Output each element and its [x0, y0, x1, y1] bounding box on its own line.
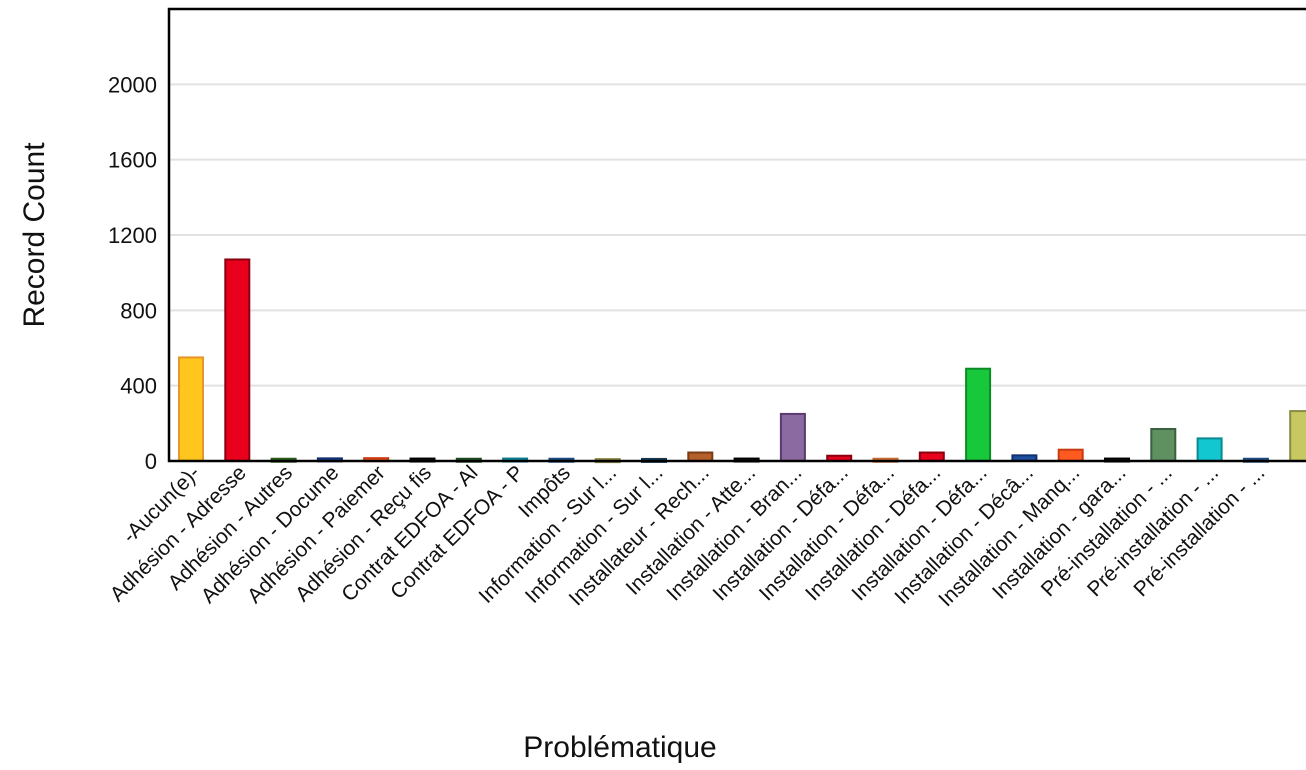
bar[interactable]	[1057, 448, 1084, 463]
bar[interactable]	[224, 258, 251, 462]
y-axis-title: Record Count	[18, 142, 51, 328]
y-tick-label: 2000	[108, 72, 157, 97]
bar[interactable]	[1150, 427, 1177, 463]
y-axis-ticks: 0 400 800 1200 1600 2000	[108, 72, 157, 474]
bar[interactable]	[779, 412, 806, 462]
bar[interactable]	[1196, 437, 1223, 462]
y-tick-label: 0	[145, 449, 157, 474]
bars	[178, 258, 1306, 464]
bar[interactable]	[1289, 410, 1306, 463]
y-tick-label: 400	[120, 374, 157, 399]
bar[interactable]	[178, 356, 204, 462]
bar[interactable]	[965, 367, 992, 463]
gridlines	[169, 83, 1306, 387]
y-tick-label: 800	[120, 298, 157, 323]
x-axis-title: Problématique	[523, 731, 716, 764]
y-tick-label: 1200	[108, 223, 157, 248]
bar[interactable]	[687, 451, 714, 462]
plot-frame	[167, 7, 1306, 463]
bar[interactable]	[918, 451, 945, 462]
y-tick-label: 1600	[108, 148, 157, 173]
